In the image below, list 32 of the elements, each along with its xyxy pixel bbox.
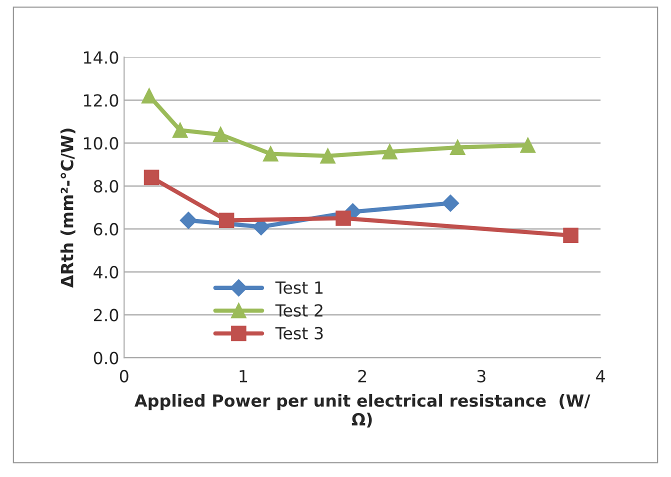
point <box>520 138 536 153</box>
point <box>262 146 278 162</box>
legend-label: Test 1 <box>275 282 323 294</box>
point <box>144 170 160 186</box>
legend-label: Test 2 <box>275 304 322 317</box>
point <box>172 122 188 138</box>
point <box>212 126 228 142</box>
x-tick-label: 4 <box>596 370 605 382</box>
y-tick-label: 6.0 <box>94 222 118 236</box>
x-tick-label: 0 <box>120 370 128 382</box>
y-tick-label: 8.0 <box>94 180 118 193</box>
x-axis-title: Applied Power per unit electrical resistance (W/ Ω) <box>134 394 590 428</box>
y-tick-label: 12.0 <box>84 94 118 107</box>
point <box>142 88 157 104</box>
y-axis-title: ΔRth (mm²-°C/W) <box>60 128 76 288</box>
point <box>442 194 460 212</box>
x-tick-label: 2 <box>358 370 366 382</box>
point <box>320 148 336 164</box>
y-tick-label: 14.0 <box>84 51 118 64</box>
point <box>450 140 466 156</box>
point <box>336 210 351 226</box>
point <box>218 212 234 228</box>
point <box>563 228 578 244</box>
y-tick-label: 2.0 <box>94 308 118 322</box>
legend-label: Test 3 <box>275 326 323 340</box>
x-tick-label: 3 <box>477 370 486 382</box>
y-tick-label: 4.0 <box>94 266 118 278</box>
point <box>382 144 398 160</box>
y-tick-label: 0.0 <box>94 352 118 364</box>
point <box>180 212 197 229</box>
y-tick-label: 10.0 <box>84 137 118 150</box>
x-tick-label: 1 <box>240 370 247 382</box>
